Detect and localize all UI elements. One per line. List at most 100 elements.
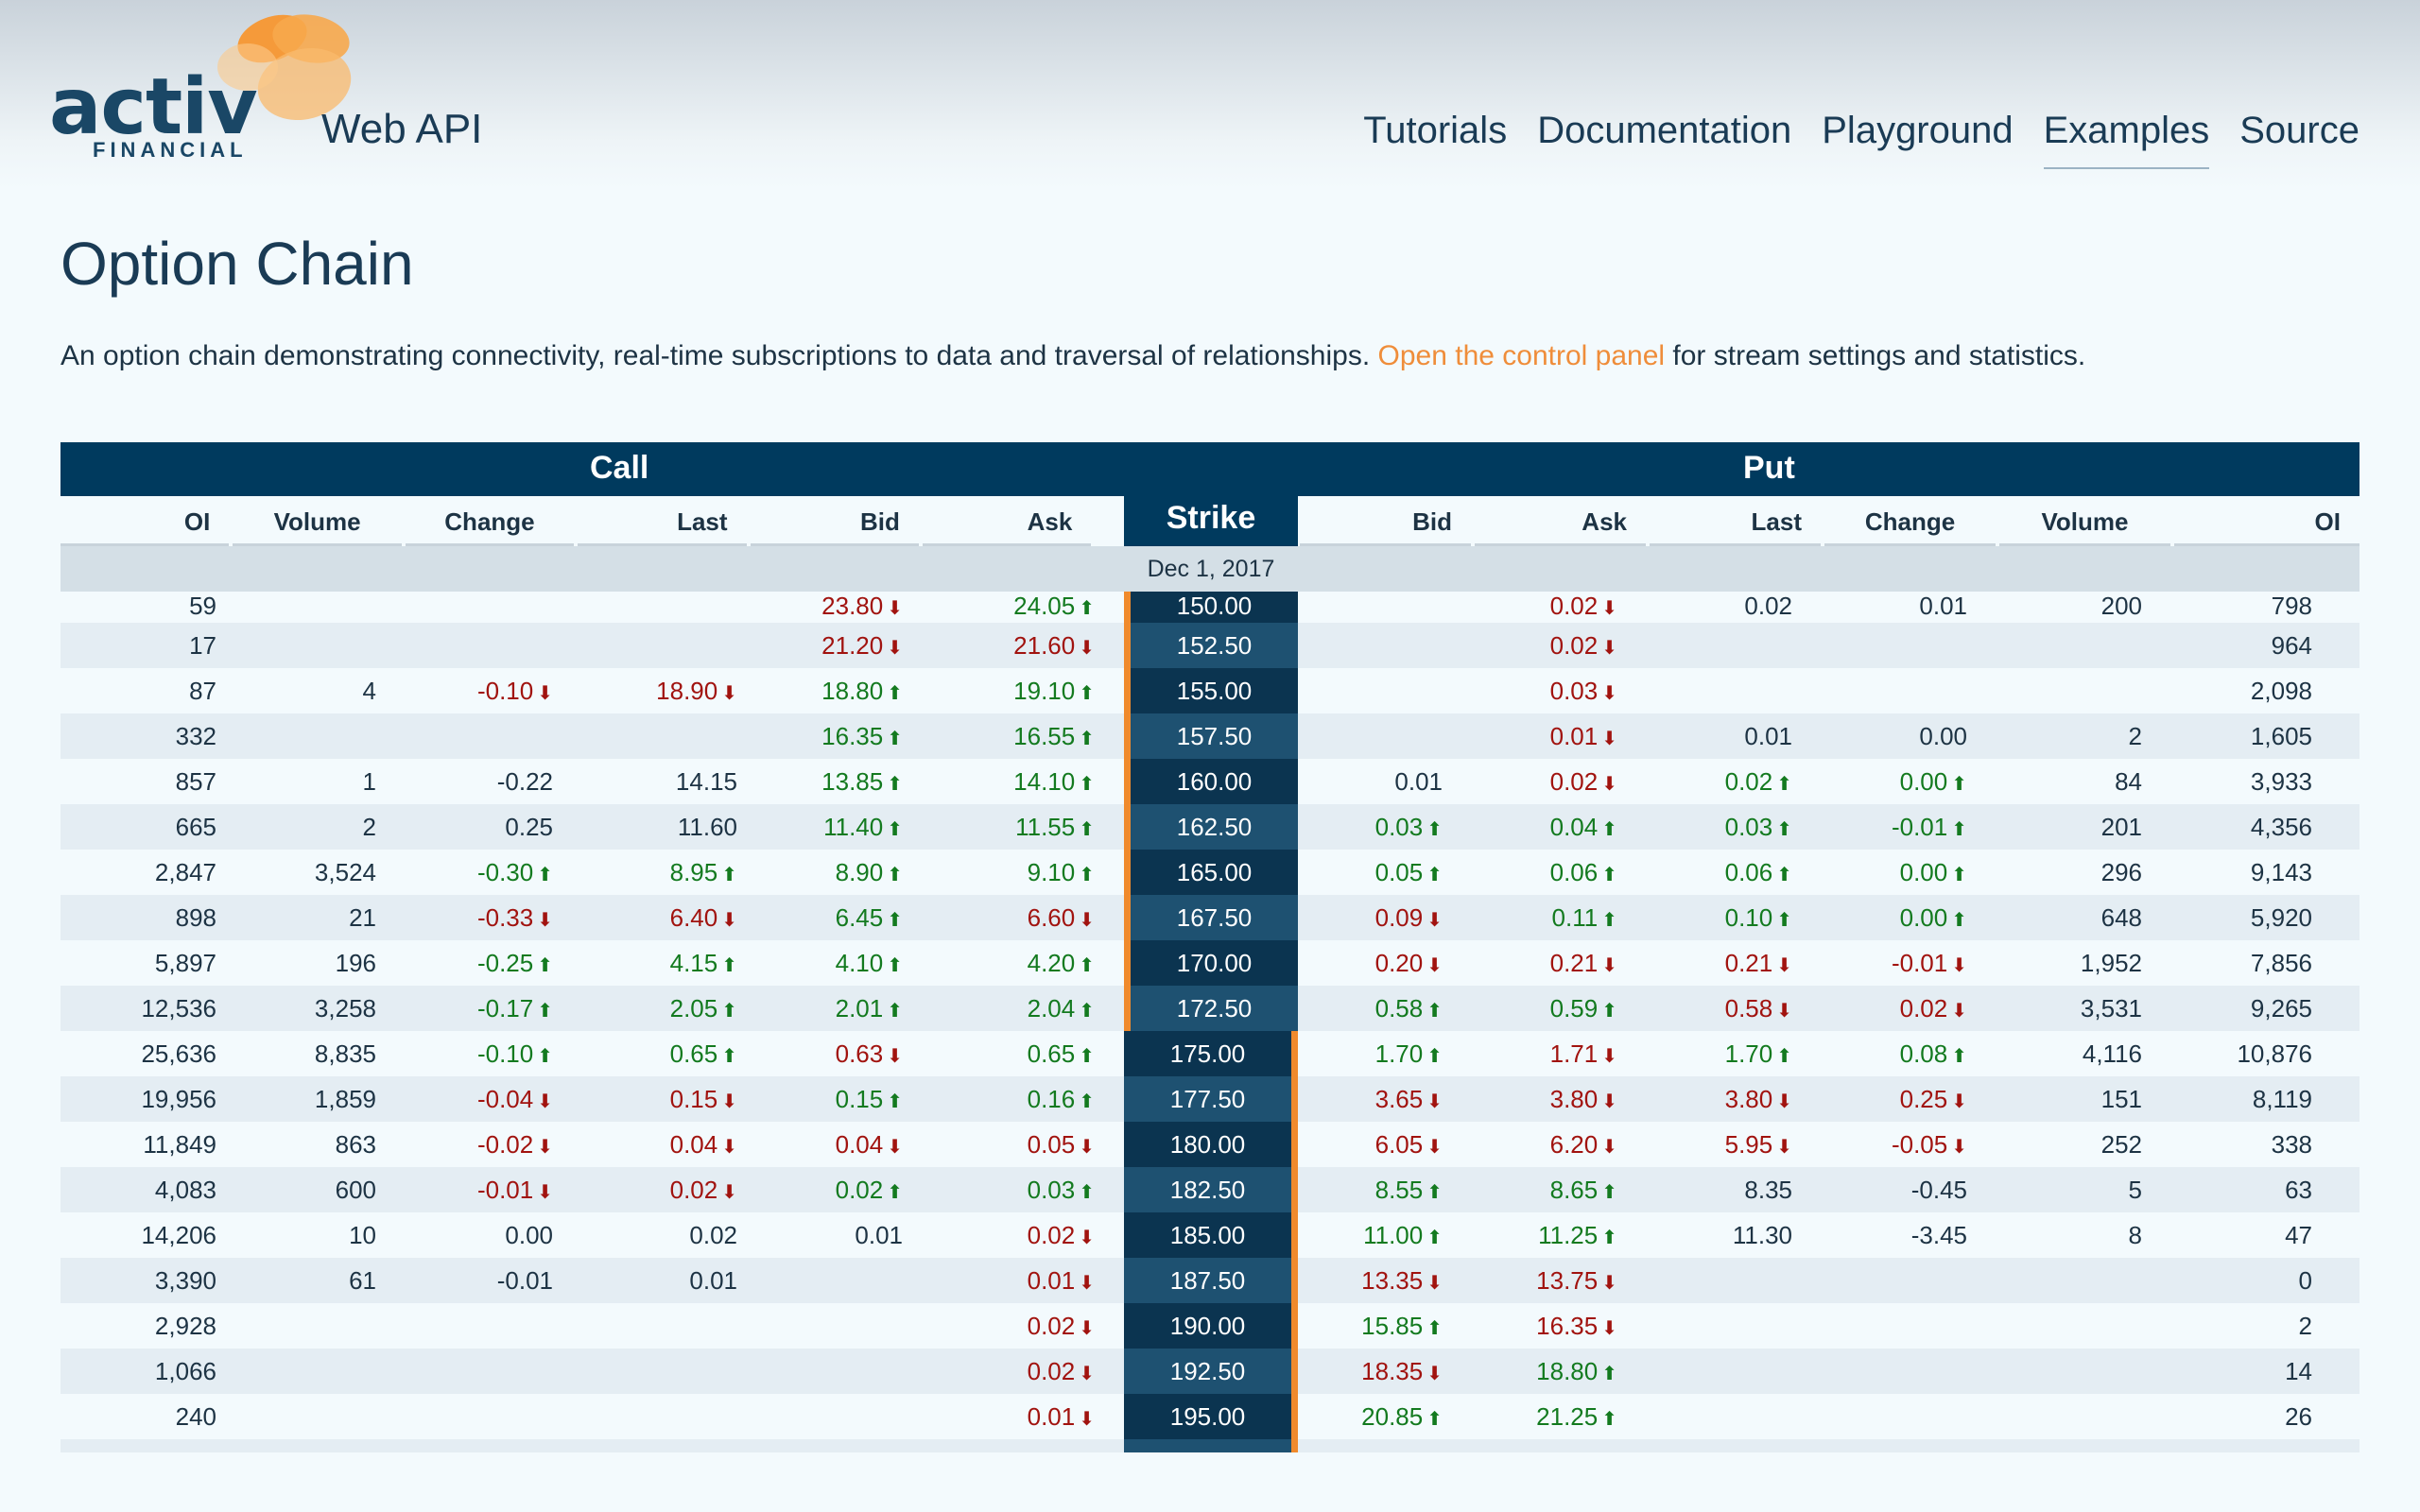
put-oi-cell-value: 8,119 [2252, 1085, 2312, 1113]
call-oi-cell: 3,390 [60, 1258, 235, 1303]
call-volume-cell: 21 [235, 895, 410, 940]
nav-examples[interactable]: Examples [2043, 110, 2210, 169]
call-oi-cell: 898 [60, 895, 235, 940]
call-col-volume[interactable]: Volume [233, 496, 402, 546]
strike-cell[interactable]: 190.00 [1124, 1303, 1298, 1349]
call-last-cell: 0.02 [585, 1212, 760, 1258]
chain-row[interactable]: 3,390 61 -0.01 0.01 0.01 ⬇ 187.50 13.35 ⬇ 13.75 ⬇ 0 [60, 1258, 2360, 1303]
chain-row[interactable]: 2,847 3,524 -0.30 ⬆ 8.95 ⬆ 8.90 ⬆ 9.10 ⬆ 165.00 0.0… [60, 850, 2360, 895]
chain-row[interactable]: 2,928 0.02 ⬇ 190.00 15.85 ⬆ 16.35 ⬇ 2 [60, 1303, 2360, 1349]
call-col-oi[interactable]: OI [60, 496, 230, 546]
put-change-cell-value: 0.00 [1899, 858, 1948, 886]
put-ask-cell: 11.25 ⬆ [1475, 1212, 1646, 1258]
put-ask-cell: 0.04 ⬆ [1475, 804, 1646, 850]
chain-row[interactable]: 4,083 600 -0.01 ⬇ 0.02 ⬇ 0.02 ⬆ 0.03 ⬆ 182.50 8.55 ⬆… [60, 1167, 2360, 1212]
put-ask-cell-value: 16.35 [1536, 1312, 1599, 1340]
put-last-cell-value: 0.58 [1724, 994, 1773, 1022]
call-ask-cell-value: 0.03 [1027, 1176, 1076, 1204]
arrow-down-icon: ⬇ [1951, 1091, 1967, 1112]
put-last-cell: 0.03 ⬆ [1650, 804, 1821, 850]
strike-cell[interactable]: 165.00 [1124, 850, 1298, 895]
strike-cell[interactable]: 162.50 [1124, 804, 1298, 850]
strike-cell[interactable]: 187.50 [1124, 1258, 1298, 1303]
call-col-ask[interactable]: Ask [922, 496, 1092, 546]
strike-cell[interactable]: 185.00 [1124, 1212, 1298, 1258]
strike-cell[interactable]: 172.50 [1124, 986, 1298, 1031]
chain-row[interactable]: 12,536 3,258 -0.17 ⬆ 2.05 ⬆ 2.01 ⬆ 2.04 ⬆ 172.50 0.… [60, 986, 2360, 1031]
call-change-cell-value: -0.25 [476, 949, 534, 977]
put-col-oi[interactable]: OI [2174, 496, 2360, 546]
arrow-up-icon: ⬆ [1426, 1046, 1443, 1067]
call-col-change[interactable]: Change [405, 496, 575, 546]
strike-cell[interactable]: 167.50 [1124, 895, 1298, 940]
chain-row[interactable]: 17 21.20 ⬇ 21.60 ⬇ 152.50 0.02 ⬇ 964 [60, 623, 2360, 668]
chain-row[interactable]: 14,206 10 0.00 0.02 0.01 0.02 ⬇ 185.00 11.00 ⬆ 11.… [60, 1212, 2360, 1258]
chain-row[interactable]: 5,897 196 -0.25 ⬆ 4.15 ⬆ 4.10 ⬆ 4.20 ⬆ 170.00 0.20 ⬇… [60, 940, 2360, 986]
strike-cell[interactable]: 157.50 [1124, 713, 1298, 759]
strike-cell[interactable]: 155.00 [1124, 668, 1298, 713]
chain-row[interactable]: 665 2 0.25 11.60 11.40 ⬆ 11.55 ⬆ 162.50 0.03 ⬆ 0.04… [60, 804, 2360, 850]
strike-cell[interactable]: 180.00 [1124, 1122, 1298, 1167]
put-change-cell: 0.00 ⬆ [1824, 850, 1996, 895]
chain-row[interactable]: 240 0.01 ⬇ 195.00 20.85 ⬆ 21.25 ⬆ 26 [60, 1394, 2360, 1439]
nav-playground[interactable]: Playground [1822, 110, 2014, 151]
strike-cell[interactable]: 160.00 [1124, 759, 1298, 804]
call-col-bid[interactable]: Bid [750, 496, 919, 546]
arrow-up-icon: ⬆ [1426, 865, 1443, 885]
strike-cell[interactable]: 170.00 [1124, 940, 1298, 986]
expiry-date[interactable]: Dec 1, 2017 [1147, 556, 1275, 582]
strike-cell[interactable]: 182.50 [1124, 1167, 1298, 1212]
chain-row[interactable]: 19,956 1,859 -0.04 ⬇ 0.15 ⬇ 0.15 ⬆ 0.16 ⬆ 177.50 3.… [60, 1076, 2360, 1122]
put-last-cell: 0.21 ⬇ [1650, 940, 1821, 986]
put-col-bid[interactable]: Bid [1300, 496, 1471, 546]
put-col-change[interactable]: Change [1824, 496, 1996, 546]
chain-row[interactable]: 59 23.80 ⬇ 24.05 ⬆ 150.00 0.02 ⬇ 0.02 0.01 200 798 [60, 592, 2360, 623]
arrow-up-icon: ⬆ [537, 865, 553, 885]
arrow-down-icon: ⬇ [1601, 1318, 1617, 1339]
call-volume-cell-value: 3,524 [314, 858, 376, 886]
nav-source[interactable]: Source [2239, 110, 2360, 151]
chain-row[interactable]: 11,849 863 -0.02 ⬇ 0.04 ⬇ 0.04 ⬇ 0.05 ⬇ 180.00 6.05… [60, 1122, 2360, 1167]
chain-row[interactable]: 332 16.35 ⬆ 16.55 ⬆ 157.50 0.01 ⬇ 0.01 0.00 2 1,605 [60, 713, 2360, 759]
call-oi-cell: 59 [60, 592, 235, 623]
put-oi-cell: 4,356 [2174, 804, 2360, 850]
strike-cell[interactable]: 152.50 [1124, 623, 1298, 668]
strike-cell[interactable]: 195.00 [1124, 1394, 1298, 1439]
strike-column-header[interactable]: Strike [1124, 487, 1298, 547]
put-oi-cell-value: 1,605 [2250, 722, 2312, 750]
strike-cell[interactable]: 177.50 [1124, 1076, 1298, 1122]
call-volume-cell-value: 196 [335, 949, 376, 977]
put-last-cell [1650, 623, 1821, 668]
activ-logo[interactable]: activ FINANCIAL [49, 6, 359, 164]
arrow-up-icon: ⬆ [887, 910, 903, 931]
arrow-down-icon: ⬇ [1601, 683, 1617, 704]
call-bid-cell-value: 0.15 [835, 1085, 884, 1113]
chain-row[interactable]: 87 4 -0.10 ⬇ 18.90 ⬇ 18.80 ⬆ 19.10 ⬆ 155.00 0.03 ⬇ 2,… [60, 668, 2360, 713]
strike-cell[interactable]: 150.00 [1124, 592, 1298, 623]
strike-cell[interactable]: 175.00 [1124, 1031, 1298, 1076]
put-ask-cell-value: 11.25 [1538, 1221, 1599, 1249]
chain-row[interactable]: 898 21 -0.33 ⬇ 6.40 ⬇ 6.45 ⬆ 6.60 ⬇ 167.50 0.09 ⬇ 0.1… [60, 895, 2360, 940]
call-last-cell: 0.65 ⬆ [585, 1031, 760, 1076]
chain-row[interactable]: 25,636 8,835 -0.10 ⬆ 0.65 ⬆ 0.63 ⬇ 0.65 ⬆ 175.00 1.… [60, 1031, 2360, 1076]
put-col-last[interactable]: Last [1650, 496, 1821, 546]
control-panel-link[interactable]: Open the control panel [1377, 340, 1666, 371]
put-volume-cell-value: 1,952 [2080, 949, 2142, 977]
call-oi-cell-value: 25,636 [141, 1040, 216, 1068]
put-volume-cell: 3,531 [1999, 986, 2170, 1031]
call-col-last[interactable]: Last [578, 496, 747, 546]
call-ask-cell: 21.60 ⬇ [935, 623, 1110, 668]
strike-cell[interactable]: 192.50 [1124, 1349, 1298, 1394]
put-oi-cell: 47 [2174, 1212, 2360, 1258]
call-oi-cell-value: 1,066 [154, 1357, 216, 1385]
nav-documentation[interactable]: Documentation [1537, 110, 1792, 151]
put-col-ask[interactable]: Ask [1475, 496, 1646, 546]
nav-tutorials[interactable]: Tutorials [1363, 110, 1508, 151]
put-ask-cell: 6.20 ⬇ [1475, 1122, 1646, 1167]
put-col-volume[interactable]: Volume [1999, 496, 2170, 546]
product-name[interactable]: Web API [321, 106, 483, 152]
call-oi-cell: 4,083 [60, 1167, 235, 1212]
arrow-up-icon: ⬆ [1079, 1091, 1095, 1112]
chain-row[interactable]: 857 1 -0.22 14.15 13.85 ⬆ 14.10 ⬆ 160.00 0.01 0.02… [60, 759, 2360, 804]
chain-row[interactable]: 1,066 0.02 ⬇ 192.50 18.35 ⬇ 18.80 ⬆ 14 [60, 1349, 2360, 1394]
